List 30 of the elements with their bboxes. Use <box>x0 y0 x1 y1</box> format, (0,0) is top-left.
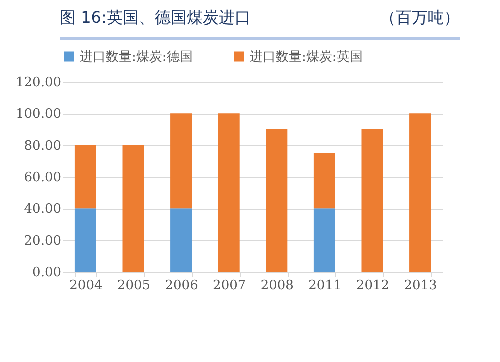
x-tick-label: 2013 <box>404 278 438 294</box>
x-tick-label: 2008 <box>260 278 294 294</box>
y-tick-label: 40.00 <box>24 202 62 218</box>
bar <box>74 145 96 209</box>
y-tick-label: 80.00 <box>24 138 62 154</box>
bar <box>410 114 432 272</box>
bar <box>170 114 192 209</box>
chart-subtitle: （百万吨） <box>380 8 460 29</box>
x-tick-label: 2011 <box>308 278 342 294</box>
x-tick-label: 2012 <box>356 278 390 294</box>
bar <box>314 208 336 272</box>
x-tick-label: 2006 <box>165 278 198 294</box>
y-tick-label: 60.00 <box>24 170 62 186</box>
y-tick-label: 100.00 <box>16 107 62 122</box>
bar <box>218 114 240 272</box>
chart-title: 图 16:英国、德国煤炭进口 <box>60 8 251 29</box>
bar <box>314 153 336 209</box>
y-tick-label: 120.00 <box>16 76 62 90</box>
x-tick-label: 2004 <box>70 278 103 294</box>
y-tick-label: 20.00 <box>24 234 62 249</box>
x-tick-label: 2005 <box>117 278 151 294</box>
legend-label: 进口数量:煤炭:德国 <box>80 50 193 65</box>
y-tick-label: 0.00 <box>32 266 62 280</box>
bar <box>362 130 384 272</box>
legend-label: 进口数量:煤炭:英国 <box>250 50 363 65</box>
bar <box>266 130 288 272</box>
bar <box>74 208 96 272</box>
bar <box>170 208 192 272</box>
bar <box>122 145 144 272</box>
x-tick-label: 2007 <box>213 278 246 294</box>
